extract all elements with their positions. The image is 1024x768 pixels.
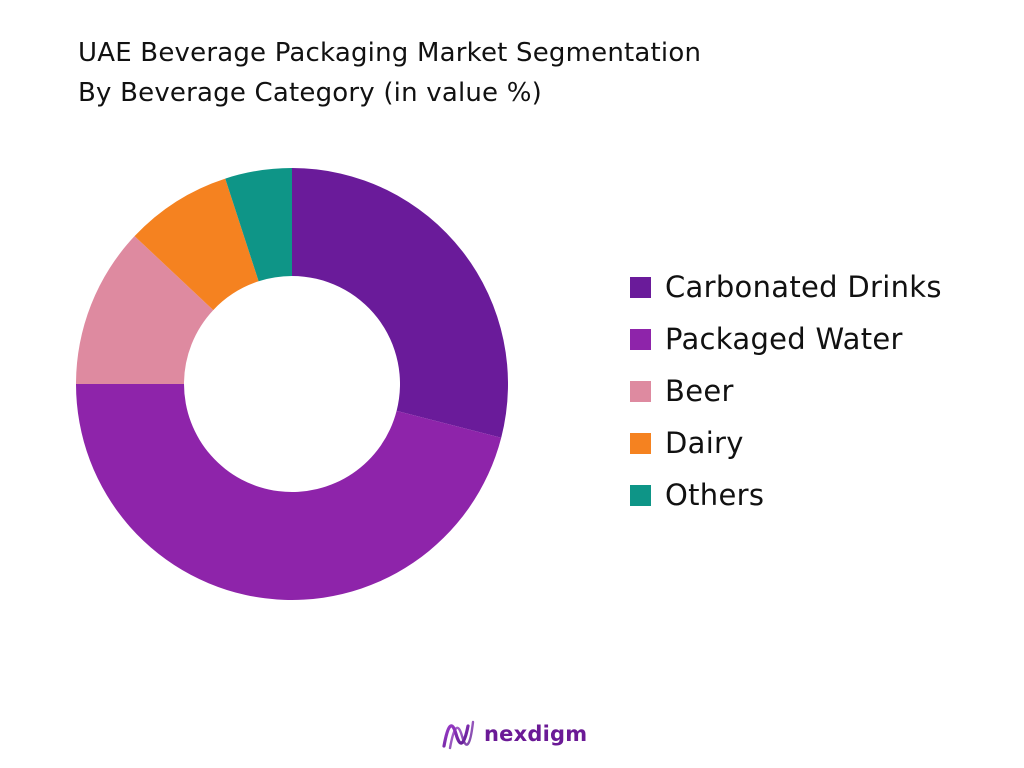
legend-item-dairy: Dairy <box>630 418 942 468</box>
legend-swatch <box>630 432 651 454</box>
nexdigm-logo-icon <box>442 720 475 750</box>
legend-label: Dairy <box>665 426 744 460</box>
legend-item-others: Others <box>630 470 942 520</box>
legend-swatch <box>630 276 651 298</box>
legend-label: Beer <box>665 374 734 408</box>
legend-swatch <box>630 380 651 402</box>
chart-subtitle: By Beverage Category (in value %) <box>78 78 542 108</box>
donut-chart <box>76 168 508 601</box>
legend-item-carbonated-drinks: Carbonated Drinks <box>630 262 942 312</box>
donut-slice-others <box>225 168 292 282</box>
legend-label: Others <box>665 478 765 512</box>
legend-swatch <box>630 484 651 506</box>
chart-title: UAE Beverage Packaging Market Segmentati… <box>78 38 702 68</box>
nexdigm-logo: nexdigm <box>440 716 587 752</box>
chart-legend: Carbonated Drinks Packaged Water Beer Dairy… <box>630 262 942 522</box>
chart-title-block: UAE Beverage Packaging Market Segmentati… <box>78 33 701 113</box>
donut-slice-carbonated-drinks <box>292 168 508 438</box>
legend-item-beer: Beer <box>630 366 942 416</box>
legend-label: Carbonated Drinks <box>665 270 942 304</box>
donut-slice-packaged-water <box>76 384 502 601</box>
nexdigm-logo-text: nexdigm <box>484 722 588 746</box>
donut-slice-beer <box>76 236 214 384</box>
legend-item-packaged-water: Packaged Water <box>630 314 942 364</box>
legend-swatch <box>630 328 651 350</box>
donut-slice-dairy <box>134 178 259 311</box>
legend-label: Packaged Water <box>665 322 903 356</box>
